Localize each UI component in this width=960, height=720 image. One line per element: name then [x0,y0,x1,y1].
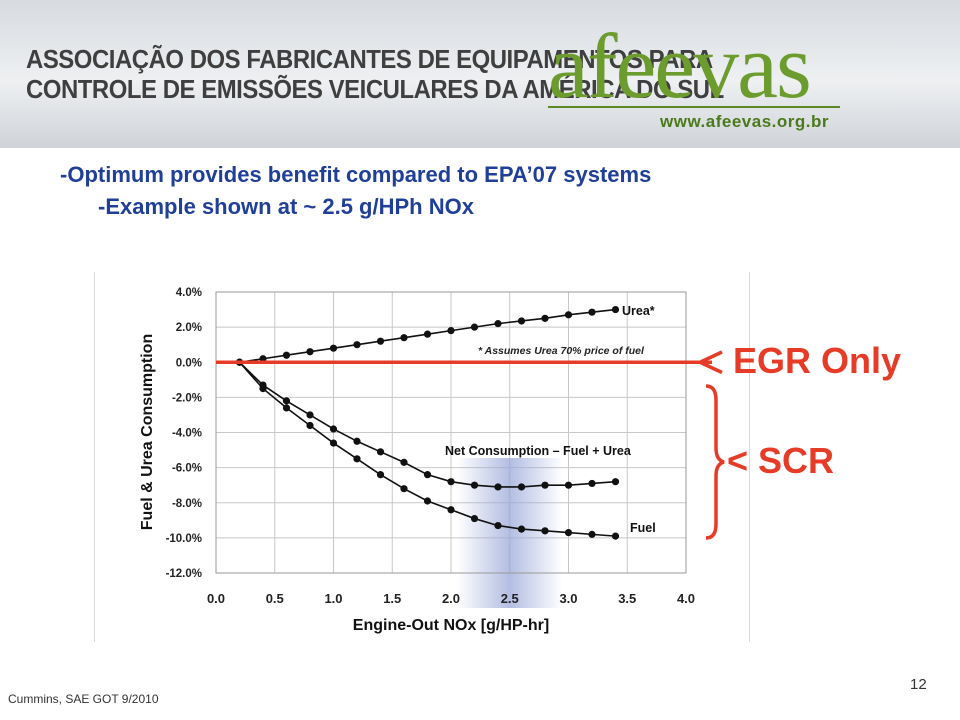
plot-border [215,291,687,574]
data-point [611,305,620,314]
data-point [564,481,573,489]
x-tick-label: 3.5 [618,591,636,606]
y-tick-label: 0.0% [176,357,202,369]
x-tick-label: 4.0 [677,591,695,606]
y-tick-label: -4.0% [172,428,202,440]
egr-arrow [695,350,723,375]
data-point [329,439,338,447]
data-point [447,506,455,514]
urea-series-label: Urea* [622,304,655,318]
data-point [564,311,573,319]
data-point [588,308,596,316]
data-point [588,530,596,538]
data-point [470,323,479,331]
data-point [541,527,549,535]
org-line-1: ASSOCIAÇÃO DOS FABRICANTES DE EQUIPAMENT… [26,44,713,74]
data-point [423,330,432,338]
data-point [400,485,408,493]
page-number: 12 [910,676,927,693]
organization-name: ASSOCIAÇÃO DOS FABRICANTES DE EQUIPAMENT… [26,44,724,104]
data-point [282,404,291,412]
y-tick-label: -6.0% [172,463,202,475]
data-point [541,314,549,322]
x-tick-label: 2.5 [501,591,519,606]
data-point [494,483,502,491]
data-point [353,437,361,445]
data-point [470,514,479,523]
chart-axes: 4.0% 2.0% 0.0% -2.0% -4.0% -6.0% -8.0% -10.0% -1… [166,287,723,606]
data-point [400,334,408,342]
source-citation: Cummins, SAE GOT 9/2010 [8,692,159,706]
data-point [494,320,502,328]
fuel-series-label: Fuel [630,521,656,535]
data-point [376,471,385,479]
data-point [517,317,526,325]
data-point [282,397,291,405]
y-tick-label: -10.0% [166,533,202,545]
y-tick-label: -2.0% [172,392,202,404]
data-point [494,521,502,530]
x-axis-label: Engine-Out NOx [g/HP-hr] [353,617,549,634]
data-point [470,481,479,489]
x-tick-label: 1.5 [383,591,401,606]
website-url: www.afeevas.org.br [660,112,829,131]
scr-label: < SCR [727,440,835,481]
data-point [306,421,314,430]
scr-bracket [705,384,725,540]
x-tick-label: 2.0 [442,591,460,606]
data-point [329,344,338,352]
data-point [423,497,432,505]
bullet-point-2: -Example shown at ~ 2.5 g/HPh NOx [98,194,474,219]
x-tick-label: 0.0 [207,591,225,606]
y-tick-label: 4.0% [176,287,202,299]
data-point [447,478,455,486]
header-banner: ASSOCIAÇÃO DOS FABRICANTES DE EQUIPAMENT… [0,0,960,148]
data-point [541,481,549,489]
data-point [282,351,291,359]
urea-price-footnote: * Assumes Urea 70% price of fuel [478,345,645,357]
data-point [564,529,573,537]
data-point [259,384,267,393]
afeevas-logo: afeevas [548,15,812,117]
data-point [329,425,338,433]
data-point [611,478,620,486]
data-point [306,411,314,419]
data-point [353,455,361,463]
data-point [447,327,455,335]
data-point [400,458,408,466]
bullet-point-1: -Optimum provides benefit compared to EP… [60,162,652,187]
egr-only-label: EGR Only [733,340,902,381]
x-tick-label: 1.0 [324,591,342,606]
plot-series: Urea* Net Consumption – Fuel + Urea Fuel [235,304,656,540]
data-point [517,483,526,491]
logo-underline [548,106,840,108]
y-tick-label: 2.0% [176,322,202,334]
y-axis-label: Fuel & Urea Consumption [139,334,156,530]
data-point [376,448,385,456]
chart-frame [94,272,750,642]
scr-brace-path [705,384,725,540]
data-point [588,479,596,488]
x-tick-label: 0.5 [266,591,284,606]
y-tick-label: -8.0% [172,498,202,510]
org-line-2: CONTROLE DE EMISSÕES VEICULARES DA AMÉRI… [26,74,724,104]
x-tick-label: 3.0 [559,591,577,606]
y-tick-label: -12.0% [166,568,202,580]
net-consumption-series-label: Net Consumption – Fuel + Urea [445,444,632,458]
data-point [306,348,314,356]
data-point [611,532,620,540]
data-point [376,337,385,345]
data-point [353,341,361,349]
data-point [423,471,432,479]
data-point [517,525,526,533]
